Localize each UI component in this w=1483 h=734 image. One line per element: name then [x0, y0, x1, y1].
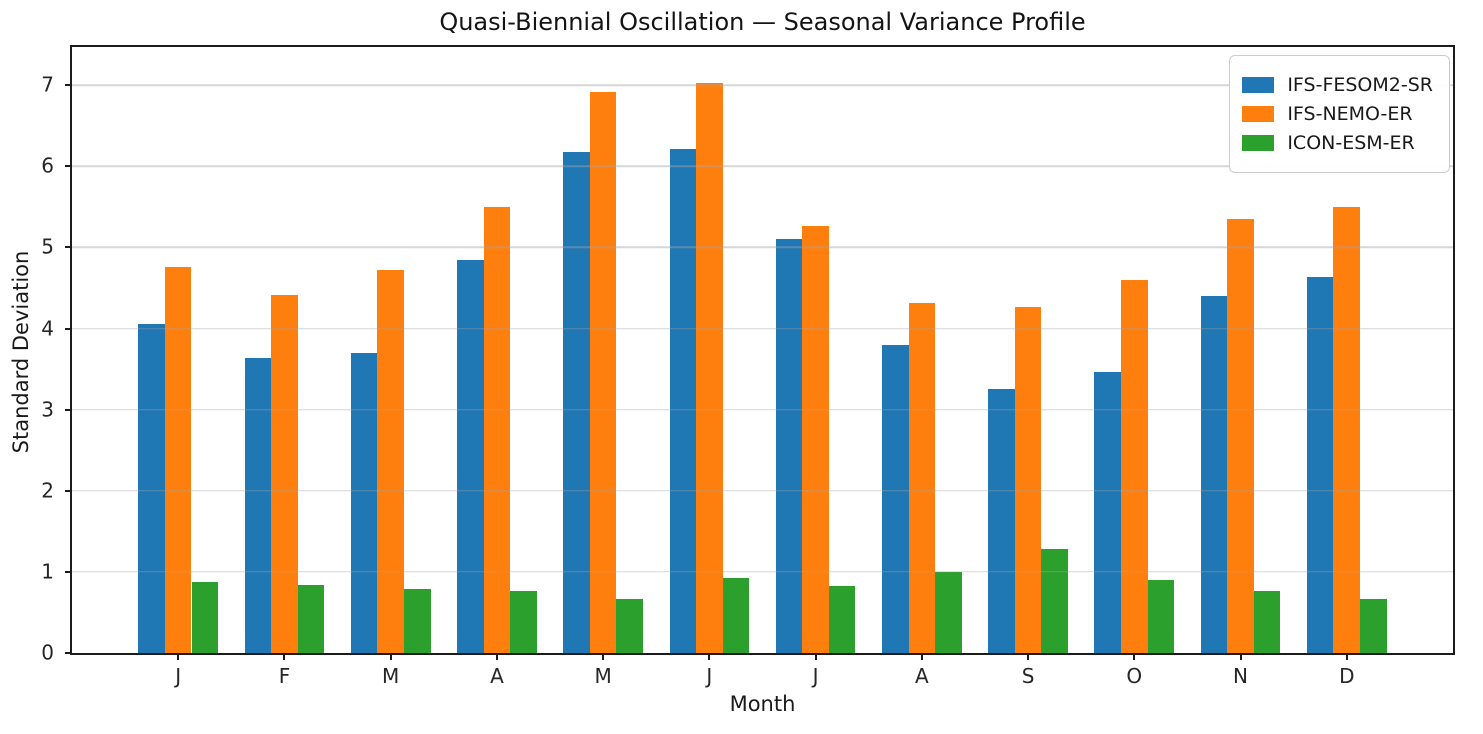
legend-entry-ifs-nemo-er: IFS-NEMO-ER — [1242, 103, 1433, 125]
bar-icon-esm-er-m2 — [403, 588, 431, 653]
y-tick-label-2: 2 — [41, 478, 54, 503]
bar-icon-esm-er-a3 — [510, 590, 537, 653]
bar-ifs-nemo-er-n10 — [1227, 218, 1254, 653]
bar-icon-esm-er-j0 — [191, 581, 219, 653]
x-tick-mark-8 — [1027, 653, 1030, 660]
y-tick-label-6: 6 — [41, 153, 54, 178]
bar-ifs-nemo-er-d11 — [1333, 206, 1361, 653]
legend-swatch-icon — [1242, 106, 1275, 122]
legend-label: IFS-NEMO-ER — [1287, 103, 1413, 125]
bar-icon-esm-er-s8 — [1041, 549, 1068, 653]
x-tick-mark-10 — [1239, 653, 1242, 660]
bar-ifs-fesom2-sr-m4 — [563, 151, 590, 653]
bar-icon-esm-er-n10 — [1253, 590, 1281, 653]
x-tick-label-5: J — [706, 664, 713, 688]
bar-ifs-fesom2-sr-j0 — [138, 323, 165, 653]
bar-icon-esm-er-a7 — [935, 571, 962, 653]
x-tick-label-8: S — [1021, 664, 1035, 688]
y-tick-mark-5 — [65, 246, 72, 249]
bar-icon-esm-er-d11 — [1360, 598, 1387, 653]
x-axis-label: Month — [729, 692, 796, 716]
x-tick-label-10: N — [1233, 664, 1249, 688]
x-tick-mark-4 — [602, 653, 605, 660]
bar-icon-esm-er-j6 — [828, 585, 856, 653]
bar-ifs-fesom2-sr-d11 — [1306, 276, 1334, 653]
bar-ifs-fesom2-sr-s8 — [988, 388, 1015, 653]
bar-ifs-fesom2-sr-a3 — [457, 260, 484, 653]
bar-ifs-nemo-er-j6 — [802, 226, 829, 653]
bar-ifs-nemo-er-a7 — [908, 302, 936, 653]
y-tick-mark-2 — [65, 489, 72, 492]
y-tick-label-0: 0 — [41, 640, 54, 665]
bar-ifs-nemo-er-a3 — [483, 206, 511, 653]
y-tick-label-7: 7 — [41, 72, 54, 97]
x-tick-label-4: M — [594, 664, 612, 688]
chart-title: Quasi-Biennial Oscillation — Seasonal Va… — [439, 8, 1086, 36]
bar-ifs-nemo-er-m2 — [377, 270, 404, 653]
bar-ifs-fesom2-sr-n10 — [1200, 296, 1228, 653]
x-tick-label-7: A — [915, 664, 929, 688]
x-tick-label-6: J — [812, 664, 819, 688]
x-tick-label-3: A — [490, 664, 504, 688]
bar-ifs-fesom2-sr-j6 — [775, 239, 803, 653]
x-tick-mark-11 — [1345, 653, 1348, 660]
legend-label: ICON-ESM-ER — [1287, 132, 1415, 154]
legend-label: IFS-FESOM2-SR — [1287, 74, 1433, 96]
bar-ifs-nemo-er-s8 — [1014, 307, 1042, 653]
x-tick-label-2: M — [382, 664, 400, 688]
bar-icon-esm-er-m4 — [616, 598, 643, 653]
bar-ifs-nemo-er-m4 — [589, 91, 617, 653]
y-tick-label-4: 4 — [41, 316, 54, 341]
bar-ifs-nemo-er-j0 — [164, 266, 192, 653]
y-tick-label-1: 1 — [41, 559, 54, 584]
x-tick-mark-7 — [920, 653, 923, 660]
y-tick-label-5: 5 — [41, 234, 54, 259]
bar-icon-esm-er-f1 — [297, 584, 325, 653]
x-tick-label-11: D — [1339, 664, 1355, 688]
bar-ifs-nemo-er-j5 — [696, 82, 723, 653]
bar-ifs-fesom2-sr-j5 — [669, 149, 697, 653]
legend-swatch-icon — [1242, 77, 1275, 93]
bar-ifs-nemo-er-o9 — [1121, 279, 1148, 653]
x-tick-label-0: J — [175, 664, 182, 688]
y-tick-label-3: 3 — [41, 397, 54, 422]
legend: IFS-FESOM2-SR IFS-NEMO-ER ICON-ESM-ER — [1229, 55, 1450, 173]
x-tick-mark-5 — [708, 653, 711, 660]
legend-swatch-icon — [1242, 135, 1275, 151]
y-tick-mark-3 — [65, 408, 72, 411]
y-tick-mark-6 — [65, 165, 72, 168]
legend-entry-ifs-fesom2-sr: IFS-FESOM2-SR — [1242, 74, 1433, 96]
y-tick-mark-0 — [65, 652, 72, 654]
y-tick-mark-1 — [65, 570, 72, 573]
bar-icon-esm-er-o9 — [1147, 580, 1175, 653]
x-tick-mark-1 — [283, 653, 286, 660]
bar-ifs-nemo-er-f1 — [271, 295, 298, 653]
bar-ifs-fesom2-sr-m2 — [350, 352, 378, 653]
x-tick-mark-2 — [389, 653, 392, 660]
y-tick-mark-7 — [65, 84, 72, 87]
legend-entry-icon-esm-er: ICON-ESM-ER — [1242, 132, 1433, 154]
x-tick-label-1: F — [278, 664, 291, 688]
bar-ifs-fesom2-sr-f1 — [244, 357, 272, 653]
x-tick-mark-0 — [177, 653, 180, 660]
x-tick-mark-3 — [495, 653, 498, 660]
x-tick-mark-6 — [814, 653, 817, 660]
y-tick-mark-4 — [65, 327, 72, 330]
x-tick-label-9: O — [1126, 664, 1143, 688]
x-tick-mark-9 — [1133, 653, 1136, 660]
bar-ifs-fesom2-sr-o9 — [1094, 372, 1122, 653]
bar-icon-esm-er-j5 — [722, 577, 750, 653]
bar-ifs-fesom2-sr-a7 — [882, 344, 909, 653]
